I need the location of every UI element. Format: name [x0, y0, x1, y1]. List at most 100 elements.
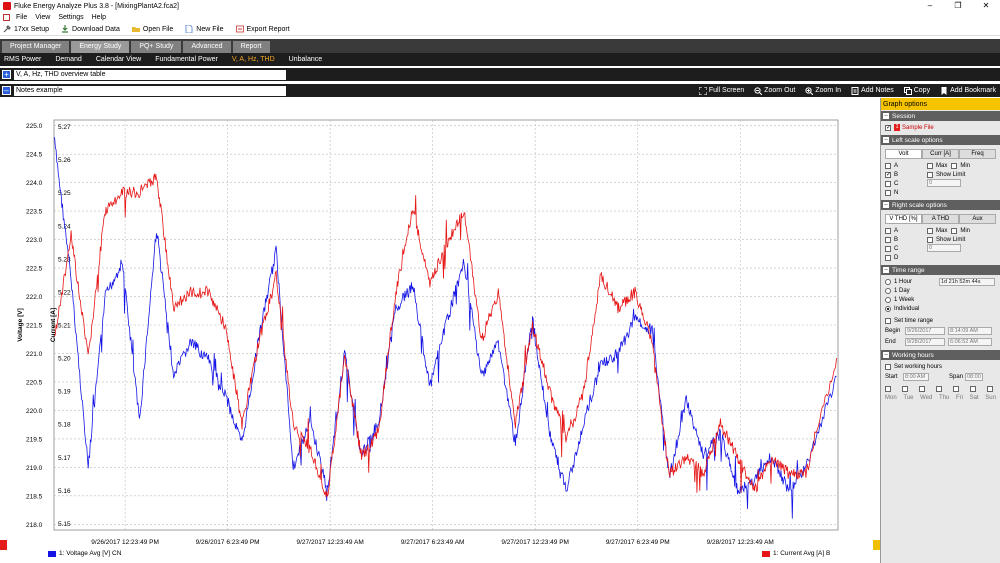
subtab-unbalance[interactable]: Unbalance	[288, 56, 323, 63]
menu-file[interactable]: File	[16, 13, 28, 21]
voltage-axis-title: Voltage [V]	[17, 308, 24, 341]
setup-17xx-button[interactable]: 17xx Setup	[3, 25, 49, 33]
right-phase-c-checkbox[interactable]	[885, 245, 891, 252]
range-1-hour-radio[interactable]	[885, 278, 891, 285]
range-1-day-radio[interactable]	[885, 287, 891, 294]
left-phase-b-checkbox[interactable]: ✓	[885, 171, 892, 178]
set-time-range-checkbox[interactable]	[885, 317, 891, 324]
left-phase-n-checkbox[interactable]	[885, 189, 891, 196]
zoom-in-button[interactable]: Zoom In	[805, 86, 841, 95]
wrench-icon	[3, 25, 11, 33]
left-min-checkbox[interactable]	[951, 162, 958, 169]
x-tick-label: 9/27/2017 12:23:49 AM	[297, 539, 364, 546]
subtab-calendar-view[interactable]: Calendar View	[95, 56, 142, 63]
session-badge: 1	[894, 124, 900, 131]
copy-button[interactable]: Copy	[903, 86, 930, 95]
folder-icon	[131, 25, 140, 33]
day-fri-checkbox[interactable]	[953, 385, 959, 392]
duration-select[interactable]: 1d 21h 52m 44s	[939, 278, 995, 286]
right-phase-d-checkbox[interactable]	[885, 254, 891, 261]
right-phase-a-label: A	[894, 227, 899, 234]
subtab-fundamental-power[interactable]: Fundamental Power	[155, 56, 218, 63]
add-bookmark-button[interactable]: Add Bookmark	[940, 86, 996, 95]
download-data-button[interactable]: Download Data	[61, 25, 120, 33]
full-screen-button[interactable]: Full Screen	[698, 86, 744, 95]
menu-view[interactable]: View	[35, 13, 51, 21]
left-phase-c-checkbox[interactable]	[885, 180, 891, 187]
tab-advanced[interactable]: Advanced	[183, 41, 231, 53]
overview-section-title[interactable]: V, A, Hz, THD overview table	[14, 69, 286, 80]
day-tue-checkbox[interactable]	[902, 385, 908, 392]
begin-date-input[interactable]: 9/26/2017	[905, 326, 945, 335]
tab-project-manager[interactable]: Project Manager	[2, 41, 70, 53]
right-scale-tab-aux[interactable]: Aux	[959, 214, 996, 224]
left-limit-input[interactable]: 0	[927, 179, 961, 187]
left-scale-tab-curr[interactable]: Curr [A]	[922, 149, 959, 159]
right-phase-b-checkbox[interactable]	[885, 236, 891, 243]
session-file-row[interactable]: ✓ 1 Sample File	[885, 123, 996, 132]
tab-energy-study[interactable]: Energy Study	[71, 41, 130, 53]
time-range-title: Time range	[892, 266, 925, 274]
notes-collapse-button[interactable]: –	[2, 86, 11, 95]
subtab-v-a-hz-thd[interactable]: V, A, Hz, THD	[231, 56, 275, 63]
subtab-demand[interactable]: Demand	[55, 56, 82, 63]
right-scale-section-header[interactable]: – Right scale options	[881, 200, 1000, 210]
session-section-header[interactable]: – Session	[881, 111, 1000, 121]
export-report-label: Export Report	[246, 25, 290, 33]
menu-help[interactable]: Help	[91, 13, 107, 21]
end-time-input[interactable]: 6:06:52 AM	[948, 337, 992, 346]
chart-area[interactable]: 225.0 224.5 224.0 223.5 223.0 222.5 222.0 221.5…	[0, 98, 878, 563]
overview-expand-button[interactable]: +	[2, 70, 11, 79]
right-phase-a-checkbox[interactable]	[885, 227, 891, 234]
zoom-out-button[interactable]: Zoom Out	[754, 86, 795, 95]
scroll-left-marker[interactable]	[0, 540, 7, 550]
range-1-day-label: 1 Day	[894, 287, 910, 294]
copy-icon	[903, 86, 912, 95]
start-time-input[interactable]: 8:00 AM	[903, 372, 929, 381]
left-scale-tab-freq[interactable]: Freq	[959, 149, 996, 159]
current-tick-label: 5.18	[58, 422, 71, 429]
subtab-rms-power[interactable]: RMS Power	[4, 56, 42, 63]
day-sun-checkbox[interactable]	[987, 385, 993, 392]
left-phase-a-checkbox[interactable]	[885, 162, 891, 169]
right-limit-input[interactable]: 0	[927, 244, 961, 252]
set-working-hours-checkbox[interactable]	[885, 363, 891, 370]
new-file-button[interactable]: New File	[185, 24, 224, 34]
left-show-limit-checkbox[interactable]	[927, 171, 933, 178]
add-notes-button[interactable]: Add Notes	[851, 86, 894, 95]
graph-options-header[interactable]: Graph options	[881, 98, 1000, 110]
range-individual-radio[interactable]	[885, 305, 891, 312]
end-date-input[interactable]: 9/28/2017	[905, 337, 945, 346]
app-menu-icon[interactable]	[3, 13, 10, 21]
x-tick-label: 9/27/2017 6:23:49 AM	[401, 539, 465, 546]
menu-settings[interactable]: Settings	[58, 13, 84, 21]
day-mon-checkbox[interactable]	[885, 385, 891, 392]
begin-time-input[interactable]: 8:14:09 AM	[948, 326, 992, 335]
notes-section-title[interactable]: Notes example	[14, 85, 286, 96]
span-input[interactable]: 08:00	[965, 372, 983, 381]
close-button[interactable]: ✕	[982, 1, 990, 10]
left-max-checkbox[interactable]	[927, 162, 933, 169]
day-sat-checkbox[interactable]	[970, 385, 976, 392]
right-scale-tab-vthd[interactable]: V THD [%]	[885, 214, 922, 224]
maximize-button[interactable]: ❐	[954, 1, 962, 10]
right-min-checkbox[interactable]	[951, 227, 958, 234]
export-report-button[interactable]: Export Report	[235, 25, 290, 33]
range-1-week-radio[interactable]	[885, 296, 891, 303]
right-show-limit-checkbox[interactable]	[927, 236, 933, 243]
line-chart[interactable]: 225.0 224.5 224.0 223.5 223.0 222.5 222.0 221.5…	[0, 98, 878, 563]
day-wed-checkbox[interactable]	[919, 385, 925, 392]
time-range-section-header[interactable]: – Time range	[881, 265, 1000, 275]
working-hours-section-header[interactable]: – Working hours	[881, 350, 1000, 360]
scroll-right-marker[interactable]	[873, 540, 880, 550]
right-max-checkbox[interactable]	[927, 227, 933, 234]
tab-report[interactable]: Report	[232, 41, 270, 53]
day-thu-checkbox[interactable]	[936, 385, 942, 392]
tab-pq-study[interactable]: PQ+ Study	[131, 41, 182, 53]
minimize-button[interactable]: –	[927, 1, 933, 10]
right-scale-tab-athd[interactable]: A THD	[922, 214, 959, 224]
left-scale-section-header[interactable]: – Left scale options	[881, 135, 1000, 145]
left-scale-tab-volt[interactable]: Volt	[885, 149, 922, 159]
session-checkbox[interactable]: ✓	[885, 124, 892, 131]
open-file-button[interactable]: Open File	[131, 25, 173, 33]
